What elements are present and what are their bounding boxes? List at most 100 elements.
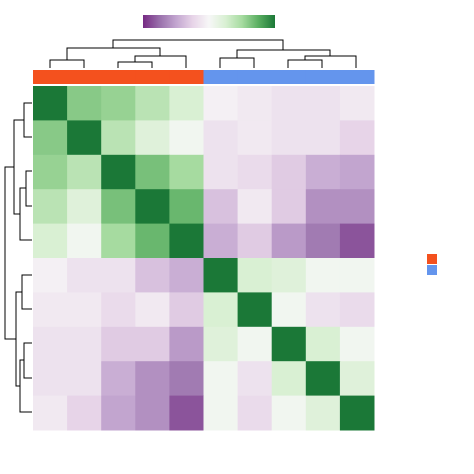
- heatmap-cell: [67, 258, 102, 293]
- heatmap-cell: [305, 120, 341, 156]
- heatmap-cell: [135, 326, 170, 362]
- heatmap-cell: [271, 395, 307, 431]
- heatmap-cell: [101, 154, 136, 190]
- heatmap-cell: [237, 395, 273, 431]
- heatmap-cell: [339, 86, 375, 121]
- heatmap-cell: [203, 326, 239, 362]
- heatmap-cell: [101, 120, 136, 156]
- heatmap-cell: [339, 361, 375, 397]
- heatmap-cell: [339, 292, 375, 328]
- heatmap-cell: [67, 326, 102, 362]
- heatmap-cell: [339, 258, 375, 293]
- heatmap-cell: [33, 395, 68, 431]
- column-color-bar: [33, 70, 68, 84]
- row-dendrogram: [4, 102, 32, 413]
- heatmap-cell: [101, 292, 136, 328]
- heatmap-cell: [169, 189, 204, 225]
- heatmap-cell: [237, 361, 273, 397]
- heatmap-cell: [33, 154, 68, 190]
- heatmap-cell: [101, 326, 136, 362]
- column-color-bar: [101, 70, 136, 84]
- heatmap-cell: [203, 223, 239, 259]
- heatmap-cell: [339, 120, 375, 156]
- heatmap-cell: [67, 361, 102, 397]
- heatmap-cell: [135, 292, 170, 328]
- heatmap-cell: [305, 326, 341, 362]
- heatmap-cell: [271, 326, 307, 362]
- heatmap-cell: [271, 86, 307, 121]
- heatmap-cell: [101, 258, 136, 293]
- heatmap-cell: [339, 395, 375, 431]
- heatmap-cell: [271, 361, 307, 397]
- colorbar: [143, 15, 275, 28]
- heatmap-cell: [305, 86, 341, 121]
- heatmap-cell: [237, 223, 273, 259]
- heatmap-cell: [169, 258, 204, 293]
- heatmap-cell: [169, 223, 204, 259]
- heatmap-cell: [67, 154, 102, 190]
- heatmap-cell: [101, 189, 136, 225]
- heatmap-cell: [237, 326, 273, 362]
- column-color-bar: [339, 70, 375, 84]
- heatmap-cell: [135, 154, 170, 190]
- heatmap-cell: [203, 86, 239, 121]
- column-color-bar: [67, 70, 102, 84]
- heatmap-cell: [169, 395, 204, 431]
- heatmap-cell: [271, 223, 307, 259]
- heatmap-cell: [101, 395, 136, 431]
- heatmap-cell: [339, 326, 375, 362]
- column-dendrogram: [49, 39, 357, 68]
- heatmap-cell: [305, 258, 341, 293]
- heatmap-cell: [169, 86, 204, 121]
- column-color-bar: [169, 70, 204, 84]
- heatmap-cell: [237, 86, 273, 121]
- heatmap-cell: [339, 154, 375, 190]
- heatmap-cell: [33, 120, 68, 156]
- heatmap-cell: [169, 326, 204, 362]
- heatmap-cell: [305, 223, 341, 259]
- heatmap-cell: [203, 395, 239, 431]
- heatmap-cell: [237, 258, 273, 293]
- heatmap-cell: [203, 361, 239, 397]
- heatmap-cell: [271, 189, 307, 225]
- heatmap-cell: [203, 189, 239, 225]
- heatmap-cell: [101, 361, 136, 397]
- legend-swatch: [427, 254, 437, 264]
- heatmap-cell: [135, 223, 170, 259]
- heatmap-cell: [101, 223, 136, 259]
- heatmap-cell: [33, 292, 68, 328]
- heatmap-cell: [67, 189, 102, 225]
- column-color-bar: [305, 70, 341, 84]
- heatmap-cell: [271, 258, 307, 293]
- heatmap-cell: [135, 395, 170, 431]
- heatmap-cell: [271, 154, 307, 190]
- heatmap-cell: [169, 361, 204, 397]
- heatmap-cell: [237, 120, 273, 156]
- heatmap-cell: [305, 292, 341, 328]
- heatmap-cell: [203, 120, 239, 156]
- column-color-bar: [237, 70, 273, 84]
- heatmap-cell: [169, 292, 204, 328]
- heatmap: [33, 86, 375, 431]
- heatmap-cell: [67, 86, 102, 121]
- heatmap-cell: [305, 189, 341, 225]
- heatmap-cell: [33, 189, 68, 225]
- heatmap-cell: [271, 292, 307, 328]
- heatmap-cell: [339, 223, 375, 259]
- heatmap-cell: [169, 120, 204, 156]
- heatmap-cell: [203, 292, 239, 328]
- heatmap-cell: [33, 86, 68, 121]
- heatmap-cell: [33, 258, 68, 293]
- heatmap-cell: [33, 326, 68, 362]
- heatmap-cell: [237, 189, 273, 225]
- heatmap-cell: [271, 120, 307, 156]
- heatmap-cell: [203, 258, 239, 293]
- heatmap-cell: [33, 223, 68, 259]
- column-color-bar: [203, 70, 239, 84]
- column-color-bar: [135, 70, 170, 84]
- heatmap-cell: [135, 86, 170, 121]
- heatmap-cell: [33, 361, 68, 397]
- heatmap-cell: [135, 258, 170, 293]
- heatmap-cell: [101, 86, 136, 121]
